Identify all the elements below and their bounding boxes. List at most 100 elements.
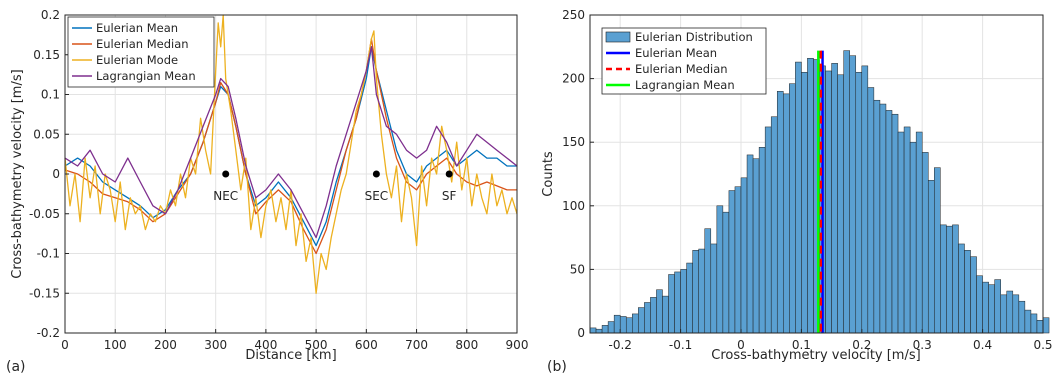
histogram-bar-3 bbox=[607, 321, 615, 334]
histogram-bar-32 bbox=[783, 93, 790, 334]
histogram-bar-10 bbox=[650, 297, 657, 334]
panel-a-ytick-label-6: 0.1 bbox=[41, 88, 60, 102]
histogram-bar-39 bbox=[825, 70, 832, 334]
histogram-bar-51 bbox=[897, 131, 905, 334]
panel-a-annotations: NEC SEC SF bbox=[213, 170, 457, 203]
panel-a-ytick-label-1: -0.15 bbox=[29, 286, 60, 300]
panel-a: NEC SEC SF 0 100 200 300 400 500 600 700 800 900 -0.… bbox=[6, 8, 528, 375]
histogram-bar-71 bbox=[1018, 300, 1026, 334]
histogram-bar-66 bbox=[988, 284, 995, 334]
panel-a-xtick-label-8: 800 bbox=[455, 338, 478, 352]
histogram-bar-68 bbox=[1000, 294, 1008, 334]
histogram-bar-57 bbox=[934, 167, 941, 334]
histogram-bar-33 bbox=[789, 83, 796, 334]
annotation-label-sec: SEC bbox=[365, 189, 389, 203]
histogram-bar-69 bbox=[1006, 290, 1014, 334]
panel-b: -0.2 -0.1 0 0.1 0.2 0.3 0.4 0.5050100150200250 … bbox=[541, 8, 1053, 375]
panel-a-ylabel: Cross-bathymetry velocity [m/s] bbox=[10, 69, 25, 278]
panel-a-xtick-label-0: 0 bbox=[61, 338, 69, 352]
histogram-bar-29 bbox=[764, 126, 772, 334]
histogram-bar-6 bbox=[625, 317, 633, 334]
annotation-label-nec: NEC bbox=[213, 189, 238, 203]
histogram-bar-53 bbox=[909, 141, 917, 334]
panel-b-xlabel: Cross-bathymetry velocity [m/s] bbox=[711, 348, 920, 363]
histogram-bar-15 bbox=[680, 269, 687, 334]
panel-b-ytick-label-2: 100 bbox=[562, 199, 585, 213]
panel-b-ytick-label-4: 200 bbox=[562, 72, 585, 86]
legend-label-lagrangian-mean: Lagrangian Mean bbox=[96, 69, 196, 83]
histogram-bar-22 bbox=[722, 211, 730, 334]
panel-a-xtick-label-1: 100 bbox=[104, 338, 127, 352]
histogram-bar-47 bbox=[873, 99, 881, 334]
histogram-bar-7 bbox=[632, 313, 639, 334]
histogram-bar-40 bbox=[831, 63, 838, 334]
panel-a-xtick-label-4: 400 bbox=[254, 338, 277, 352]
panel-b-xtick-label-2: 0 bbox=[737, 338, 745, 352]
histogram-bar-27 bbox=[752, 158, 760, 334]
legend-label-eulerian-mean: Eulerian Mean bbox=[635, 46, 717, 60]
panel-a-xlabel: Distance [km] bbox=[245, 348, 336, 363]
panel-b-legend: Eulerian Distribution Eulerian Mean Euleri… bbox=[601, 27, 767, 95]
panel-b-ytick-label-0: 0 bbox=[577, 326, 585, 340]
histogram-bar-23 bbox=[728, 190, 736, 334]
histogram-bar-63 bbox=[970, 256, 977, 334]
histogram-bar-2 bbox=[601, 325, 609, 334]
histogram-bar-14 bbox=[674, 271, 681, 334]
panel-b-xtick-label-4: 0.2 bbox=[852, 338, 871, 352]
panel-a-xtick-label-5: 500 bbox=[305, 338, 328, 352]
legend-label-eulerian-distribution: Eulerian Distribution bbox=[635, 30, 753, 44]
histogram-bar-31 bbox=[776, 91, 784, 334]
histogram-bar-58 bbox=[940, 224, 947, 334]
panel-a-ytick-label-4: 0 bbox=[52, 167, 60, 181]
panel-a-legend: Eulerian Mean Eulerian Median Eulerian Mod… bbox=[67, 16, 215, 88]
series-line-eulerian-mode bbox=[64, 14, 518, 294]
series-line-lagrangian-mean bbox=[64, 46, 518, 239]
panel-b-xtick-label-7: 0.5 bbox=[1033, 338, 1052, 352]
histogram-bar-34 bbox=[795, 61, 802, 334]
histogram-bar-12 bbox=[662, 295, 669, 334]
histogram-bar-1 bbox=[595, 328, 603, 334]
panel-a-ytick-label-7: 0.15 bbox=[33, 48, 60, 62]
histogram-bar-54 bbox=[915, 131, 923, 334]
histogram-bar-36 bbox=[807, 57, 814, 334]
panel-a-xtick-label-3: 300 bbox=[204, 338, 227, 352]
panel-a-xtick-label-9: 900 bbox=[506, 338, 529, 352]
histogram-bar-20 bbox=[710, 243, 718, 334]
histogram-bar-67 bbox=[994, 279, 1001, 334]
panel-a-xtick-label-6: 600 bbox=[355, 338, 378, 352]
panel-b-ytick-label-5: 250 bbox=[562, 8, 585, 22]
panel-b-reference-lines bbox=[817, 50, 824, 333]
histogram-bar-43 bbox=[849, 55, 857, 334]
legend-label-eulerian-mode: Eulerian Mode bbox=[96, 53, 178, 67]
histogram-bar-11 bbox=[656, 289, 663, 334]
histogram-bar-44 bbox=[855, 71, 863, 334]
panel-b-xtick-label-5: 0.3 bbox=[913, 338, 932, 352]
histogram-bar-73 bbox=[1030, 313, 1038, 334]
histogram-bar-5 bbox=[619, 316, 627, 334]
panel-a-legend-box bbox=[67, 16, 215, 88]
panel-a-series bbox=[64, 14, 518, 294]
panel-a-ytick-label-3: -0.05 bbox=[29, 207, 60, 221]
histogram-bar-45 bbox=[861, 65, 869, 334]
panel-a-xtick-label-2: 200 bbox=[154, 338, 177, 352]
histogram-bar-62 bbox=[964, 250, 971, 334]
panel-b-xtick-label-6: 0.4 bbox=[973, 338, 992, 352]
legend-label-lagrangian-mean: Lagrangian Mean bbox=[635, 78, 735, 92]
histogram-bar-49 bbox=[885, 110, 893, 334]
panel-b-ticks: -0.2 -0.1 0 0.1 0.2 0.3 0.4 0.5 0 50 100 150 200 250 bbox=[562, 8, 1052, 352]
histogram-bar-9 bbox=[644, 302, 651, 334]
panel-b-xtick-label-1: -0.1 bbox=[669, 338, 692, 352]
panel-b-xtick-label-0: -0.2 bbox=[608, 338, 631, 352]
histogram-bar-25 bbox=[740, 177, 748, 334]
legend-label-eulerian-median: Eulerian Median bbox=[96, 37, 189, 51]
histogram-bar-50 bbox=[891, 113, 899, 334]
histogram-bar-48 bbox=[879, 103, 887, 334]
panel-a-ytick-label-8: 0.2 bbox=[41, 8, 60, 22]
histogram-bar-24 bbox=[734, 186, 742, 334]
histogram-bar-46 bbox=[867, 87, 875, 334]
panel-a-ticks: 0 100 200 300 400 500 600 700 800 900 -0.2 -0.15 -0.… bbox=[29, 8, 529, 352]
histogram-bar-61 bbox=[958, 243, 965, 334]
panel-b-bars bbox=[589, 50, 1050, 334]
histogram-bar-55 bbox=[921, 152, 929, 334]
